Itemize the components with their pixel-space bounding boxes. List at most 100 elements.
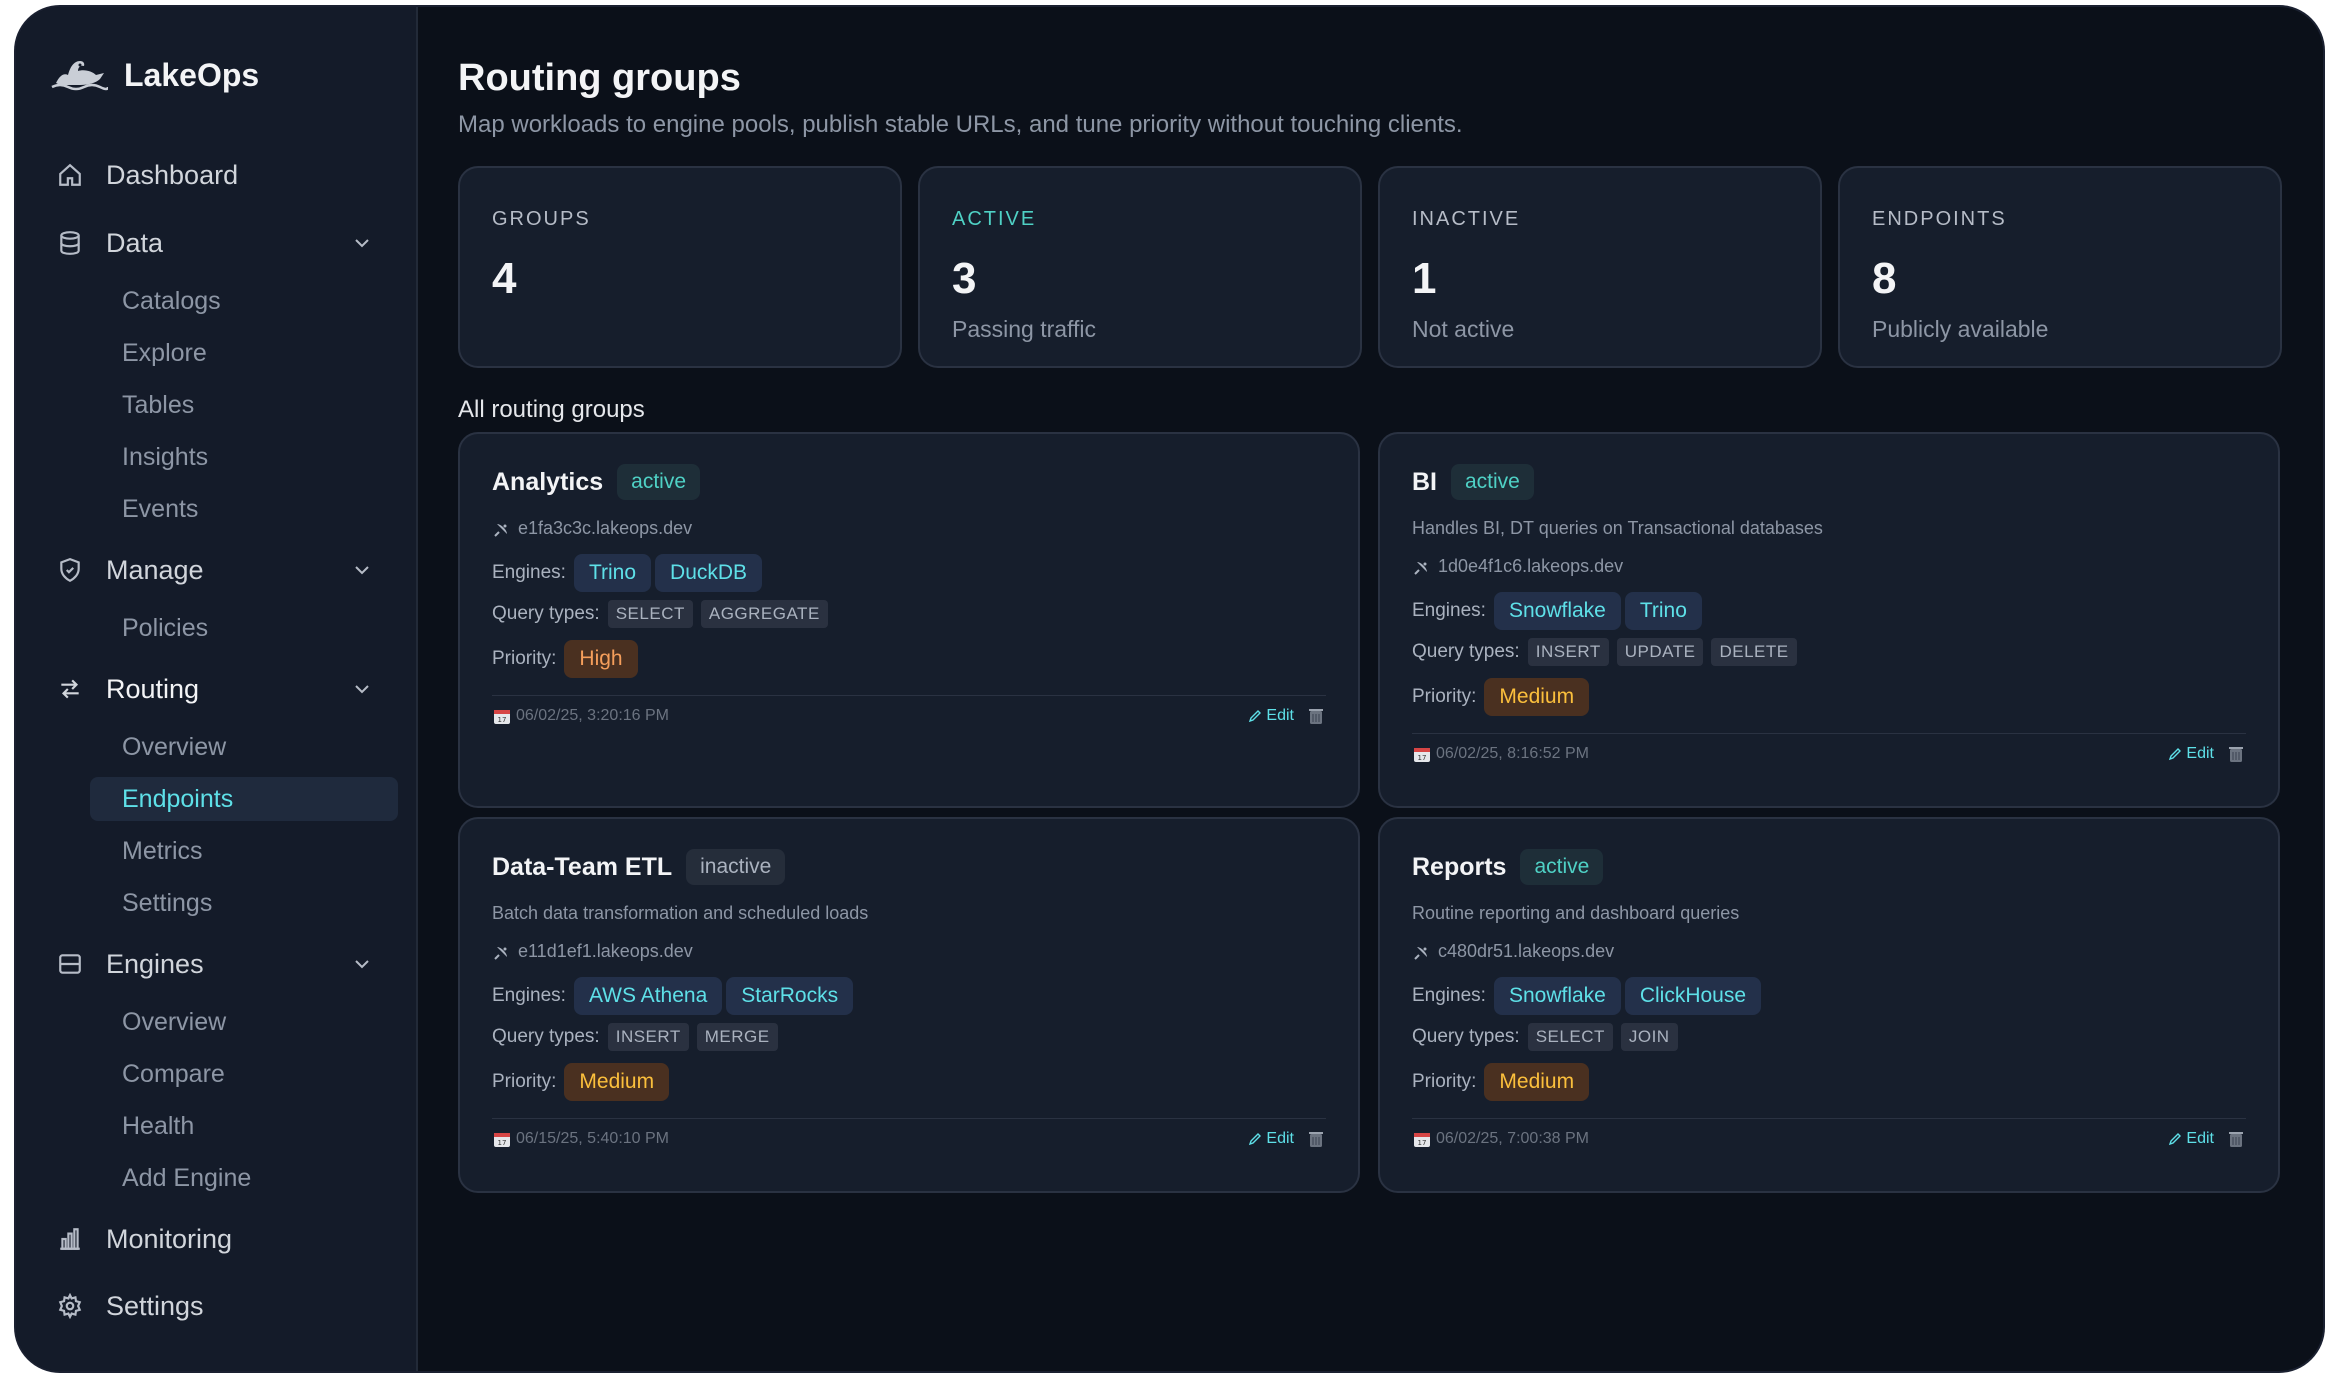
trash-icon[interactable] — [1306, 1129, 1326, 1149]
nav-manage[interactable]: Manage — [56, 548, 204, 592]
query-types-row: Query types: INSERT MERGE — [492, 1023, 786, 1051]
satellite-icon — [492, 942, 512, 962]
sidebar-item-tables[interactable]: Tables — [122, 390, 195, 419]
status-badge: inactive — [686, 849, 786, 885]
stat-label: ENDPOINTS — [1872, 208, 2007, 230]
query-types-label: Query types: — [492, 603, 600, 624]
sidebar-item-engines-overview[interactable]: Overview — [122, 1007, 227, 1036]
svg-text:17: 17 — [1418, 754, 1427, 762]
engine-chip: Trino — [1624, 592, 1702, 630]
endpoint-url[interactable]: 1d0e4f1c6.lakeops.dev — [1412, 556, 1623, 577]
edit-label: Edit — [2186, 745, 2214, 762]
status-badge: active — [1451, 464, 1534, 500]
section-heading: All routing groups — [458, 396, 645, 423]
sidebar-item-health[interactable]: Health — [122, 1111, 195, 1140]
endpoint-url[interactable]: e1fa3c3c.lakeops.dev — [492, 518, 692, 539]
group-description: Handles BI, DT queries on Transactional … — [1412, 518, 1823, 538]
engines-row: Engines: AWS Athena StarRocks — [492, 977, 857, 1015]
priority-label: Priority: — [492, 1071, 557, 1092]
nav-routing[interactable]: Routing — [56, 667, 199, 711]
trash-icon[interactable] — [1306, 706, 1326, 726]
svg-text:17: 17 — [498, 716, 507, 724]
engines-label: Engines: — [1412, 600, 1486, 621]
card-header: BI active — [1412, 464, 1534, 500]
chevron-down-icon[interactable] — [350, 231, 374, 255]
trash-icon[interactable] — [2226, 744, 2246, 764]
edit-button[interactable]: Edit — [2168, 745, 2214, 763]
trash-icon[interactable] — [2226, 1129, 2246, 1149]
date-text: 06/02/25, 8:16:52 PM — [1436, 745, 1589, 762]
app-name: LakeOps — [124, 56, 260, 93]
query-types-row: Query types: SELECT AGGREGATE — [492, 600, 836, 628]
sidebar-item-endpoints[interactable]: Endpoints — [90, 777, 398, 821]
routing-group-card[interactable]: Analytics active e1fa3c3c.lakeops.dev En… — [458, 432, 1360, 808]
server-icon — [56, 950, 84, 978]
group-name: BI — [1412, 467, 1437, 496]
arrows-swap-icon — [56, 675, 84, 703]
routing-group-card[interactable]: BI active Handles BI, DT queries on Tran… — [1378, 432, 2280, 808]
divider — [492, 695, 1326, 696]
priority-row: Priority: Medium — [1412, 678, 1590, 716]
nav-data[interactable]: Data — [56, 221, 163, 265]
date-text: 06/02/25, 3:20:16 PM — [516, 707, 669, 724]
sidebar-item-policies[interactable]: Policies — [122, 613, 209, 642]
nav-engines[interactable]: Engines — [56, 942, 204, 986]
svg-text:17: 17 — [498, 1139, 507, 1147]
sidebar-item-metrics[interactable]: Metrics — [122, 836, 203, 865]
routing-group-card[interactable]: Reports active Routine reporting and das… — [1378, 817, 2280, 1193]
stat-description: Passing traffic — [952, 316, 1097, 342]
edit-button[interactable]: Edit — [1248, 707, 1294, 725]
created-date: 17 06/15/25, 5:40:10 PM — [492, 1129, 669, 1149]
shield-icon — [56, 556, 84, 584]
group-name: Data-Team ETL — [492, 852, 673, 881]
stat-label: INACTIVE — [1412, 208, 1521, 230]
stat-card-endpoints: ENDPOINTS 8 Publicly available — [1838, 166, 2282, 368]
routing-group-card[interactable]: Data-Team ETL inactive Batch data transf… — [458, 817, 1360, 1193]
stat-value: 8 — [1872, 254, 1897, 303]
priority-label: Priority: — [492, 648, 557, 669]
edit-button[interactable]: Edit — [1248, 1130, 1294, 1148]
sidebar-item-compare[interactable]: Compare — [122, 1059, 225, 1088]
nav-monitoring[interactable]: Monitoring — [56, 1217, 232, 1261]
card-actions: Edit — [2168, 744, 2246, 764]
sidebar-item-routing-overview[interactable]: Overview — [122, 732, 227, 761]
priority-label: Priority: — [1412, 1071, 1477, 1092]
priority-label: Priority: — [1412, 686, 1477, 707]
priority-row: Priority: Medium — [492, 1063, 670, 1101]
query-types-label: Query types: — [1412, 641, 1520, 662]
sidebar-item-events[interactable]: Events — [122, 494, 199, 523]
satellite-icon — [492, 519, 512, 539]
brand[interactable]: LakeOps — [50, 53, 259, 97]
engines-row: Engines: Snowflake ClickHouse — [1412, 977, 1765, 1015]
chevron-down-icon[interactable] — [350, 558, 374, 582]
card-header: Analytics active — [492, 464, 701, 500]
engine-chip: StarRocks — [726, 977, 854, 1015]
nav-settings[interactable]: Settings — [56, 1284, 204, 1328]
sidebar-item-explore[interactable]: Explore — [122, 338, 207, 367]
stat-value: 1 — [1412, 254, 1437, 303]
endpoint-url[interactable]: e11d1ef1.lakeops.dev — [492, 941, 693, 962]
divider — [1412, 1118, 2246, 1119]
query-type-chip: SELECT — [607, 600, 693, 628]
edit-button[interactable]: Edit — [2168, 1130, 2214, 1148]
stat-card-inactive: INACTIVE 1 Not active — [1378, 166, 1822, 368]
nav-dashboard[interactable]: Dashboard — [56, 153, 238, 197]
sidebar-item-catalogs[interactable]: Catalogs — [122, 286, 221, 315]
sidebar-item-insights[interactable]: Insights — [122, 442, 209, 471]
query-type-chip: MERGE — [696, 1023, 778, 1051]
engine-chip: DuckDB — [655, 554, 763, 592]
query-type-chip: DELETE — [1711, 638, 1797, 666]
engines-row: Engines: Snowflake Trino — [1412, 592, 1706, 630]
sidebar-item-add-engine[interactable]: Add Engine — [122, 1163, 252, 1192]
created-date: 17 06/02/25, 3:20:16 PM — [492, 706, 669, 726]
priority-chip: Medium — [564, 1063, 670, 1101]
url-text: e1fa3c3c.lakeops.dev — [518, 518, 693, 538]
endpoint-url[interactable]: c480dr51.lakeops.dev — [1412, 941, 1614, 962]
query-type-chip: INSERT — [607, 1023, 689, 1051]
chevron-down-icon[interactable] — [350, 677, 374, 701]
chevron-down-icon[interactable] — [350, 952, 374, 976]
satellite-icon — [1412, 942, 1432, 962]
sidebar-item-routing-settings[interactable]: Settings — [122, 888, 213, 917]
svg-text:17: 17 — [1418, 1139, 1427, 1147]
engines-label: Engines: — [1412, 985, 1486, 1006]
